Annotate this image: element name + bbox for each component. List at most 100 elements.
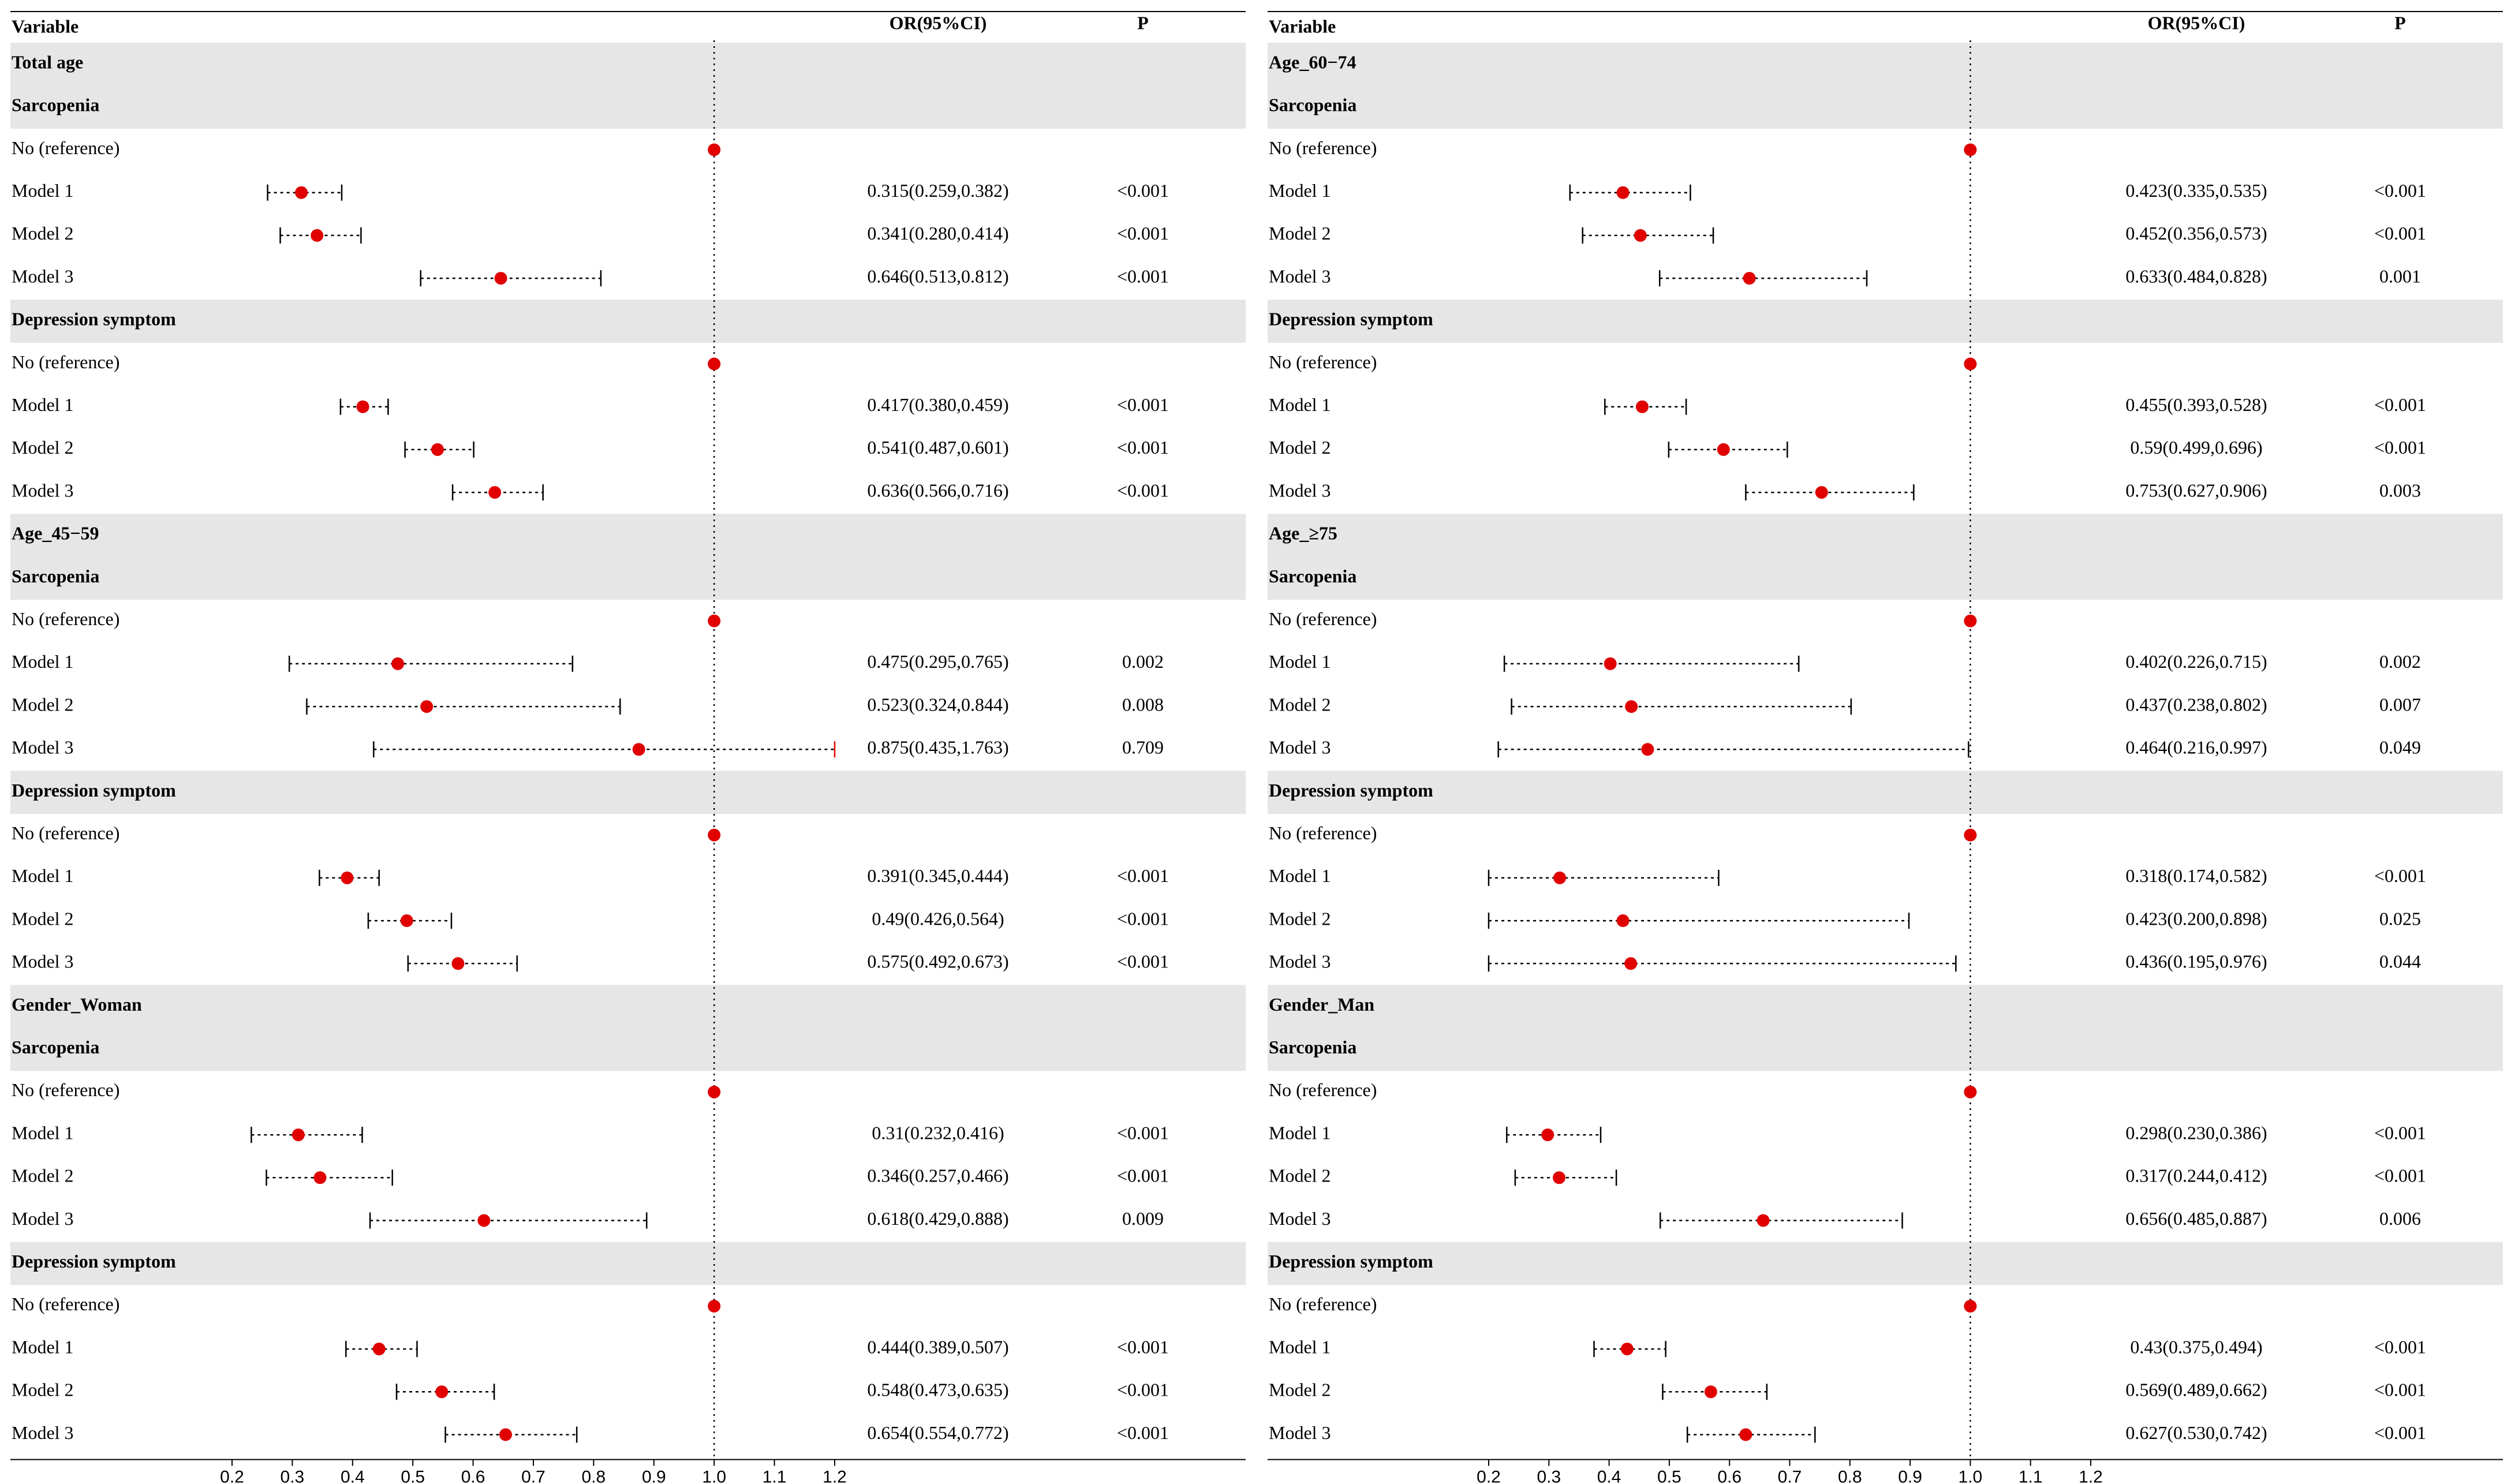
x-tick-label: 0.3: [281, 1468, 305, 1484]
row-label: Model 1: [1269, 394, 1331, 415]
estimate-point: [1553, 1171, 1566, 1184]
or-ci-value: 0.618(0.429,0.888): [867, 1208, 1008, 1229]
or-ci-value: 0.43(0.375,0.494): [2130, 1336, 2262, 1357]
x-tick-label: 0.2: [220, 1468, 244, 1484]
p-value: 0.006: [2379, 1208, 2421, 1229]
or-ci-value: 0.298(0.230,0.386): [2125, 1122, 2267, 1143]
p-value: 0.003: [2379, 480, 2421, 500]
row-label: Model 3: [12, 1422, 74, 1443]
p-value: <0.001: [1117, 951, 1169, 972]
group-label: Depression symptom: [12, 780, 176, 801]
p-value: <0.001: [1117, 1165, 1169, 1186]
estimate-point: [311, 229, 324, 242]
row-label: Model 3: [1269, 1422, 1331, 1443]
row-label: No (reference): [1269, 137, 1377, 158]
or-ci-value: 0.452(0.356,0.573): [2125, 223, 2267, 244]
group-label: Sarcopenia: [12, 1037, 99, 1057]
row-label: Model 1: [12, 180, 74, 201]
or-ci-value: 0.31(0.232,0.416): [872, 1122, 1004, 1143]
p-value: 0.709: [1122, 737, 1164, 758]
p-value: 0.002: [2379, 651, 2421, 672]
or-ci-value: 0.541(0.487,0.601): [867, 437, 1008, 458]
row-label: Model 1: [1269, 651, 1331, 672]
p-value: 0.044: [2379, 951, 2421, 972]
group-band: [10, 556, 1246, 600]
group-band: [1268, 771, 2503, 814]
estimate-point: [708, 357, 721, 371]
row-label: Model 1: [1269, 1122, 1331, 1143]
or-ci-value: 0.753(0.627,0.906): [2125, 480, 2267, 500]
estimate-point: [477, 1214, 491, 1227]
row-label: Model 2: [1269, 223, 1331, 244]
or-ci-value: 0.633(0.484,0.828): [2125, 266, 2267, 286]
or-ci-value: 0.523(0.324,0.844): [867, 694, 1008, 715]
group-band: [10, 43, 1246, 86]
p-value: <0.001: [1117, 1380, 1169, 1400]
estimate-point: [341, 871, 354, 884]
estimate-point: [1604, 657, 1617, 670]
row-label: Model 2: [12, 1380, 74, 1400]
row-label: Model 3: [12, 266, 74, 286]
header-or-ci: OR(95%CI): [890, 12, 987, 33]
estimate-point: [1964, 357, 1977, 371]
p-value: <0.001: [2374, 180, 2426, 201]
row-label: Model 2: [12, 908, 74, 929]
group-label: Age_60−74: [1269, 51, 1356, 72]
row-label: No (reference): [12, 608, 119, 629]
p-value: <0.001: [1117, 1336, 1169, 1357]
or-ci-value: 0.575(0.492,0.673): [867, 951, 1008, 972]
estimate-point: [1964, 614, 1977, 627]
row-label: Model 3: [12, 1208, 74, 1229]
group-label: Total age: [12, 51, 83, 72]
or-ci-value: 0.444(0.389,0.507): [867, 1336, 1008, 1357]
p-value: <0.001: [2374, 437, 2426, 458]
p-value: 0.049: [2379, 737, 2421, 758]
estimate-point: [391, 657, 405, 670]
p-value: <0.001: [2374, 865, 2426, 886]
row-label: No (reference): [12, 352, 119, 372]
row-label: Model 1: [1269, 865, 1331, 886]
or-ci-value: 0.317(0.244,0.412): [2125, 1165, 2267, 1186]
estimate-point: [356, 400, 369, 413]
group-label: Age_45−59: [12, 523, 99, 544]
or-ci-value: 0.636(0.566,0.716): [867, 480, 1008, 500]
group-label: Sarcopenia: [1269, 566, 1356, 586]
p-value: <0.001: [2374, 223, 2426, 244]
p-value: <0.001: [1117, 865, 1169, 886]
group-band: [1268, 985, 2503, 1029]
x-tick-label: 0.8: [1838, 1468, 1862, 1484]
group-band: [1268, 556, 2503, 600]
x-tick-label: 1.0: [1959, 1468, 1983, 1484]
group-label: Gender_Woman: [12, 994, 142, 1015]
row-label: Model 3: [12, 737, 74, 758]
p-value: <0.001: [2374, 1336, 2426, 1357]
estimate-point: [1635, 400, 1649, 413]
estimate-point: [400, 914, 413, 928]
row-label: Model 2: [1269, 1380, 1331, 1400]
estimate-point: [431, 443, 444, 456]
row-label: Model 3: [12, 951, 74, 972]
header-p: P: [1137, 12, 1149, 33]
p-value: 0.007: [2379, 694, 2421, 715]
row-label: Model 3: [1269, 951, 1331, 972]
x-tick-label: 0.9: [642, 1468, 666, 1484]
group-label: Gender_Man: [1269, 994, 1374, 1015]
group-band: [10, 514, 1246, 557]
p-value: 0.001: [2379, 266, 2421, 286]
group-label: Sarcopenia: [1269, 95, 1356, 115]
estimate-point: [1641, 743, 1654, 756]
header-variable: Variable: [1269, 16, 1336, 36]
estimate-point: [1743, 272, 1756, 285]
row-label: Model 1: [12, 651, 74, 672]
x-tick-label: 0.4: [1597, 1468, 1621, 1484]
or-ci-value: 0.464(0.216,0.997): [2125, 737, 2267, 758]
row-label: Model 2: [1269, 437, 1331, 458]
or-ci-value: 0.423(0.200,0.898): [2125, 908, 2267, 929]
or-ci-value: 0.417(0.380,0.459): [867, 394, 1008, 415]
x-tick-label: 0.2: [1477, 1468, 1501, 1484]
estimate-point: [372, 1343, 386, 1356]
or-ci-value: 0.656(0.485,0.887): [2125, 1208, 2267, 1229]
or-ci-value: 0.402(0.226,0.715): [2125, 651, 2267, 672]
x-tick-label: 0.6: [1717, 1468, 1742, 1484]
estimate-point: [1815, 486, 1828, 499]
